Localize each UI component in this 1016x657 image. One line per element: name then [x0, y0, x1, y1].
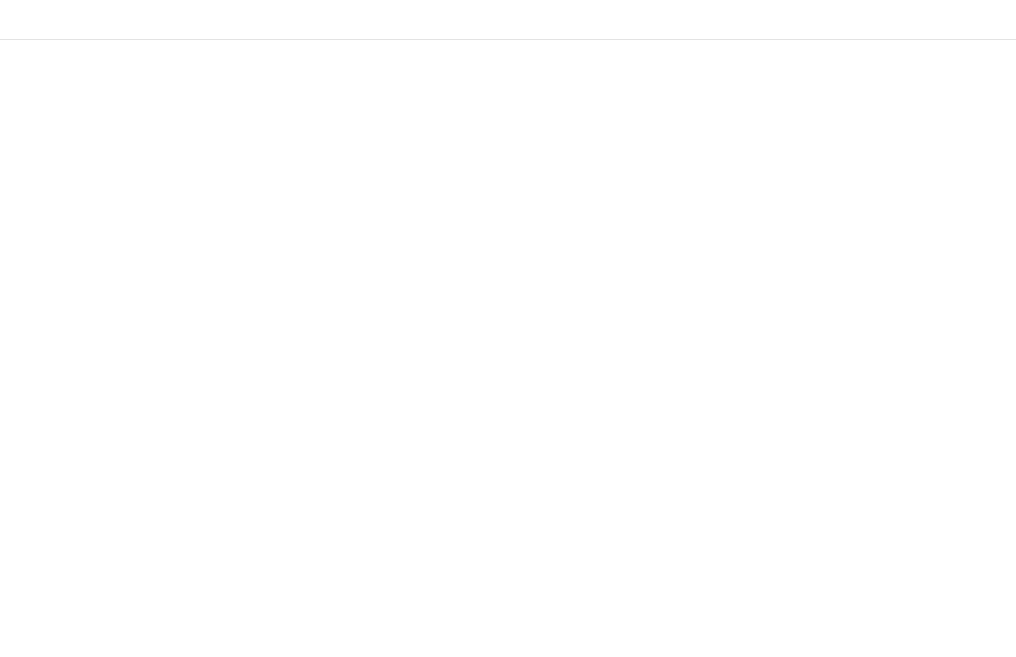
ohlc-legend [14, 47, 38, 62]
ma-legend [14, 69, 32, 84]
timeframe-tab-bar [0, 0, 1016, 40]
macd-legend [30, 516, 48, 531]
